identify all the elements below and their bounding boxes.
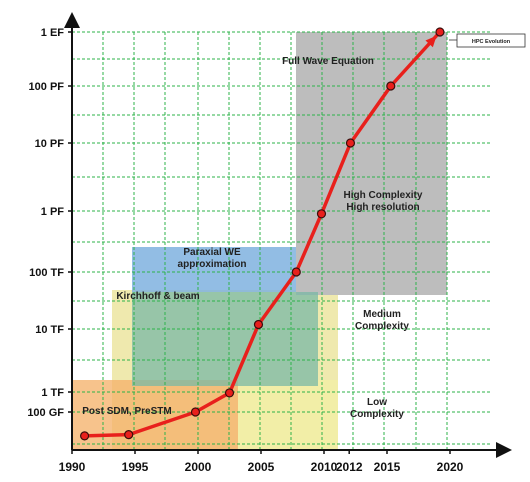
region-label-6: Low Complexity — [350, 397, 404, 420]
x-tick-label-7: 2020 — [437, 460, 464, 474]
data-point-0-3 — [224, 388, 235, 398]
y-tick-label-7: 100 GF — [27, 407, 64, 419]
y-tick-label-3: 1 PF — [41, 206, 65, 218]
region-label-2: Paraxial WE approximation — [178, 247, 247, 270]
data-point-0-4 — [253, 319, 264, 330]
region-label-3-line-0: Kirchhoff & beam — [116, 291, 199, 302]
region-label-5: Post SDM, PreSTM — [82, 406, 171, 417]
legend-label: HPC Evolution — [472, 39, 511, 45]
region-labels-layer: Full Wave Equation High Complexity High re… — [82, 56, 423, 420]
data-point-0-9 — [435, 27, 445, 37]
x-tick-label-1: 1995 — [122, 460, 149, 474]
x-tick-label-0: 1990 — [59, 460, 86, 474]
region-box-6 — [238, 380, 338, 450]
series-layer — [79, 27, 445, 441]
data-point-0-0 — [79, 431, 90, 441]
grid-layer — [71, 31, 492, 450]
region-label-0: Full Wave Equation — [282, 56, 374, 67]
region-label-5-line-0: Post SDM, PreSTM — [82, 406, 171, 417]
legend-layer: HPC Evolution — [449, 33, 526, 48]
legend-box — [456, 33, 526, 48]
region-label-4-line-0: Medium — [363, 309, 401, 320]
x-tick-label-5: 2012 — [336, 460, 363, 474]
region-label-2-line-0: Paraxial WE — [183, 247, 241, 258]
region-label-6-line-0: Low — [367, 397, 387, 408]
region-label-0-line-0: Full Wave Equation — [282, 56, 374, 67]
series-arrowhead-0 — [425, 35, 437, 48]
x-tick-label-3: 2005 — [248, 460, 275, 474]
region-box-4 — [338, 295, 447, 450]
x-tick-label-2: 2000 — [185, 460, 212, 474]
series-line-0 — [84, 30, 442, 438]
x-tick-label-6: 2015 — [374, 460, 401, 474]
data-point-0-1 — [124, 430, 134, 440]
regions-layer — [72, 32, 447, 450]
y-tick-label-4: 100 TF — [29, 267, 64, 279]
data-point-0-6 — [316, 209, 327, 219]
y-tick-label-2: 10 PF — [35, 138, 65, 150]
region-label-6-line-1: Complexity — [350, 409, 404, 420]
region-label-1-line-1: High resolution — [346, 202, 419, 213]
region-overlap — [132, 292, 318, 386]
region-label-4-line-1: Complexity — [355, 321, 409, 332]
y-tick-label-0: 1 EF — [41, 27, 65, 39]
data-point-0-8 — [386, 81, 396, 91]
y-tick-label-6: 1 TF — [41, 387, 64, 399]
region-box-0 — [296, 32, 447, 295]
region-label-4: Medium Complexity — [355, 309, 409, 332]
data-point-0-2 — [190, 407, 201, 417]
region-label-2-line-1: approximation — [178, 259, 247, 270]
region-label-1-line-0: High Complexity — [344, 190, 423, 201]
data-point-0-5 — [291, 267, 301, 277]
x-tick-label-4: 2010 — [311, 460, 338, 474]
data-point-0-7 — [345, 138, 356, 148]
y-tick-label-1: 100 PF — [29, 81, 65, 93]
region-label-3: Kirchhoff & beam — [116, 291, 199, 302]
axes-layer: 1 EF 100 PF 10 PF 1 PF 100 TF 10 TF 1 TF 100 GF… — [27, 12, 512, 474]
region-label-1: High Complexity High resolution — [344, 190, 423, 213]
y-tick-label-5: 10 TF — [35, 324, 64, 336]
